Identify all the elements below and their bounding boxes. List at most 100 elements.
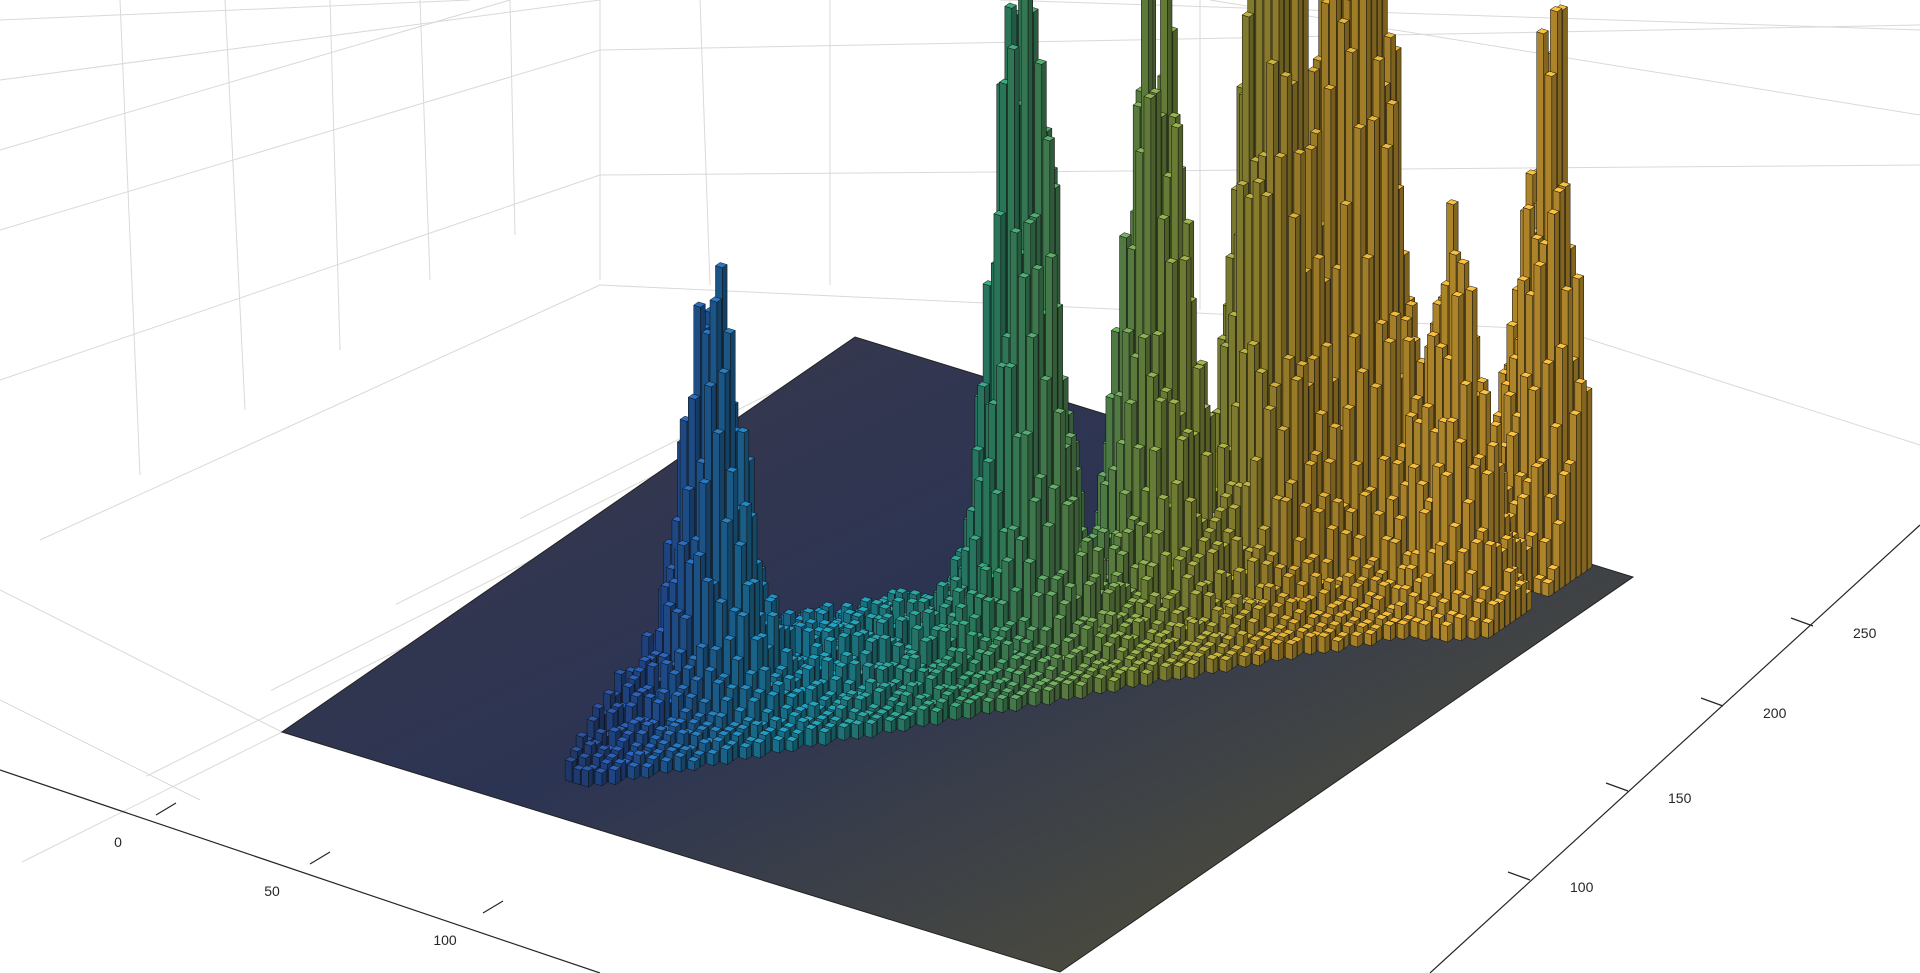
- bar-front-face: [1317, 634, 1326, 654]
- grid-line-7: [224, 0, 246, 411]
- histogram-bar: [1140, 668, 1153, 687]
- grid-line-8: [329, 0, 341, 351]
- bar-front-face: [1173, 664, 1181, 681]
- floor-grid-0: [21, 731, 283, 863]
- bar-top-face: [1546, 564, 1560, 571]
- bar-top-face: [1541, 358, 1555, 365]
- bar-front-face: [1186, 662, 1195, 680]
- bar-top-face: [1517, 275, 1530, 282]
- bar-front-face: [1541, 581, 1550, 598]
- bar-top-face: [1500, 534, 1514, 541]
- bar-top-face: [1533, 260, 1547, 267]
- bar-top-face: [1506, 430, 1519, 437]
- bar-top-face: [1568, 409, 1582, 416]
- bar-side-face: [1581, 379, 1587, 575]
- histogram-bar: [1440, 620, 1453, 643]
- bar-side-face: [1570, 461, 1576, 583]
- histogram-bar: [1396, 619, 1410, 641]
- bar-front-face: [1454, 616, 1462, 642]
- bar-top-face: [1560, 285, 1574, 292]
- bar-top-face: [1489, 420, 1503, 427]
- bar-top-face: [1527, 385, 1541, 392]
- histogram-bar: [1303, 631, 1317, 656]
- grid-line-2: [0, 174, 601, 381]
- histogram-bar: [1363, 629, 1377, 647]
- bar-top-face: [1525, 531, 1538, 537]
- y-tick-mark-0: [1507, 871, 1531, 881]
- bar-top-face: [1536, 456, 1549, 463]
- bar-side-face: [1474, 617, 1480, 641]
- histogram-bar: [1271, 638, 1284, 662]
- bar-side-face: [1504, 591, 1510, 628]
- histogram-bar: [1418, 619, 1432, 642]
- floor-grid-3: [395, 473, 656, 605]
- bar-side-face: [1554, 566, 1560, 594]
- bar-front-face: [1159, 665, 1168, 682]
- grid-line-3: [39, 284, 601, 541]
- histogram-bar: [1219, 655, 1233, 673]
- histogram-bar: [1172, 661, 1186, 681]
- bar-top-face: [1557, 470, 1571, 477]
- grid-line-10: [509, 0, 516, 236]
- grid-line-15: [699, 0, 711, 286]
- bar-front-face: [1140, 671, 1148, 687]
- bar-front-face: [1285, 642, 1293, 661]
- bar-top-face: [1563, 459, 1577, 466]
- y-tick-mark-2: [1700, 697, 1724, 707]
- bar-side-face: [1559, 521, 1565, 590]
- histogram-bar: [1186, 658, 1200, 680]
- grid-line-0: [0, 0, 601, 81]
- bar-top-face: [1552, 186, 1566, 193]
- bar-top-face: [1405, 300, 1418, 307]
- grid-line-21: [1559, 329, 1920, 446]
- grid-line-4: [0, 0, 471, 21]
- bar-top-face: [1571, 273, 1585, 280]
- bar-top-face: [1533, 574, 1546, 580]
- y-axis-line: [1429, 524, 1920, 973]
- grid-line-9: [419, 0, 431, 281]
- bar-side-face: [1199, 653, 1205, 676]
- bar-front-face: [1440, 623, 1448, 643]
- bar-top-face: [1513, 579, 1527, 586]
- histogram-bar: [1541, 578, 1555, 598]
- bar-side-face: [1311, 633, 1317, 656]
- floor-grid-1: [146, 645, 407, 777]
- bar-top-face: [1536, 28, 1549, 35]
- histogram-bar: [1284, 639, 1298, 661]
- bar-front-face: [1418, 622, 1427, 642]
- bar-front-face: [1126, 668, 1135, 688]
- bar-top-face: [1547, 208, 1560, 215]
- bar-front-face: [1432, 615, 1440, 640]
- bar-front-face: [1383, 623, 1391, 642]
- grid-line-1: [0, 49, 601, 231]
- bar-top-face: [1475, 377, 1489, 384]
- bar-top-face: [1549, 422, 1563, 429]
- histogram-bar: [1126, 665, 1140, 689]
- floor-grid-2: [270, 559, 532, 691]
- histogram-bar: [1238, 651, 1252, 668]
- bar-front-face: [1304, 635, 1312, 656]
- x-tick-mark-2: [482, 900, 504, 914]
- bar-front-face: [1410, 619, 1419, 639]
- bar-front-face: [1205, 657, 1214, 675]
- bar-top-face: [1549, 6, 1563, 13]
- bar-side-face: [1499, 599, 1505, 632]
- bar-side-face: [1587, 387, 1593, 571]
- histogram-bar: [1205, 654, 1219, 675]
- bar-side-face: [1565, 472, 1571, 586]
- bar-side-face: [1521, 581, 1527, 617]
- bar-top-face: [1544, 492, 1557, 499]
- bar-side-face: [1515, 586, 1521, 620]
- bar-front-face: [1533, 577, 1541, 595]
- bar-top-face: [1519, 371, 1533, 378]
- bar-front-face: [1481, 620, 1489, 639]
- histogram-bar: [1252, 649, 1265, 667]
- bar-side-face: [1576, 411, 1582, 579]
- histogram-bar: [1467, 616, 1481, 641]
- bar-top-face: [1514, 471, 1527, 478]
- bar-top-face: [1538, 537, 1552, 544]
- bar-front-face: [1271, 641, 1279, 662]
- bar-top-face: [1503, 390, 1517, 397]
- bar-side-face: [1526, 590, 1532, 613]
- bar-top-face: [1555, 342, 1568, 349]
